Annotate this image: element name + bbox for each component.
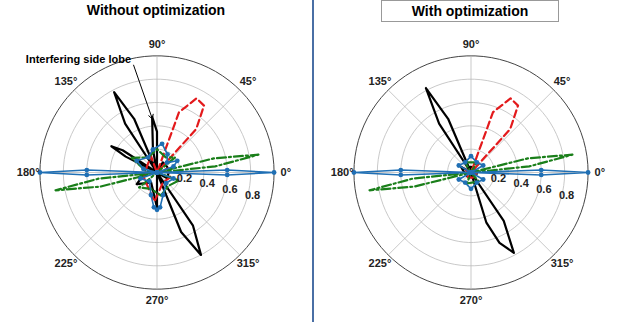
svg-text:0.4: 0.4 — [199, 177, 215, 189]
svg-text:270°: 270° — [460, 294, 483, 306]
html-text:Without optimization: Without optimization — [86, 2, 226, 18]
html-text:With optimization: With optimization — [411, 3, 529, 19]
svg-text:90°: 90° — [463, 38, 480, 50]
svg-text:0°: 0° — [281, 166, 292, 178]
svg-text:45°: 45° — [240, 75, 257, 87]
svg-text:45°: 45° — [554, 75, 571, 87]
svg-text:Interfering side lobe: Interfering side lobe — [26, 53, 131, 65]
svg-text:315°: 315° — [551, 257, 574, 269]
svg-text:0.8: 0.8 — [559, 189, 574, 201]
svg-text:225°: 225° — [55, 257, 78, 269]
svg-text:0.8: 0.8 — [245, 189, 260, 201]
svg-text:0.6: 0.6 — [222, 183, 237, 195]
svg-text:180°: 180° — [17, 166, 40, 178]
svg-text:270°: 270° — [146, 294, 169, 306]
svg-text:0.2: 0.2 — [491, 172, 506, 184]
svg-text:0°: 0° — [595, 166, 606, 178]
svg-text:315°: 315° — [237, 257, 260, 269]
svg-text:225°: 225° — [369, 257, 392, 269]
svg-text:180°: 180° — [331, 166, 354, 178]
svg-text:0.6: 0.6 — [536, 183, 551, 195]
svg-text:90°: 90° — [149, 38, 166, 50]
svg-text:0.4: 0.4 — [513, 177, 529, 189]
svg-text:0.2: 0.2 — [177, 172, 192, 184]
svg-text:135°: 135° — [55, 75, 78, 87]
svg-text:135°: 135° — [369, 75, 392, 87]
